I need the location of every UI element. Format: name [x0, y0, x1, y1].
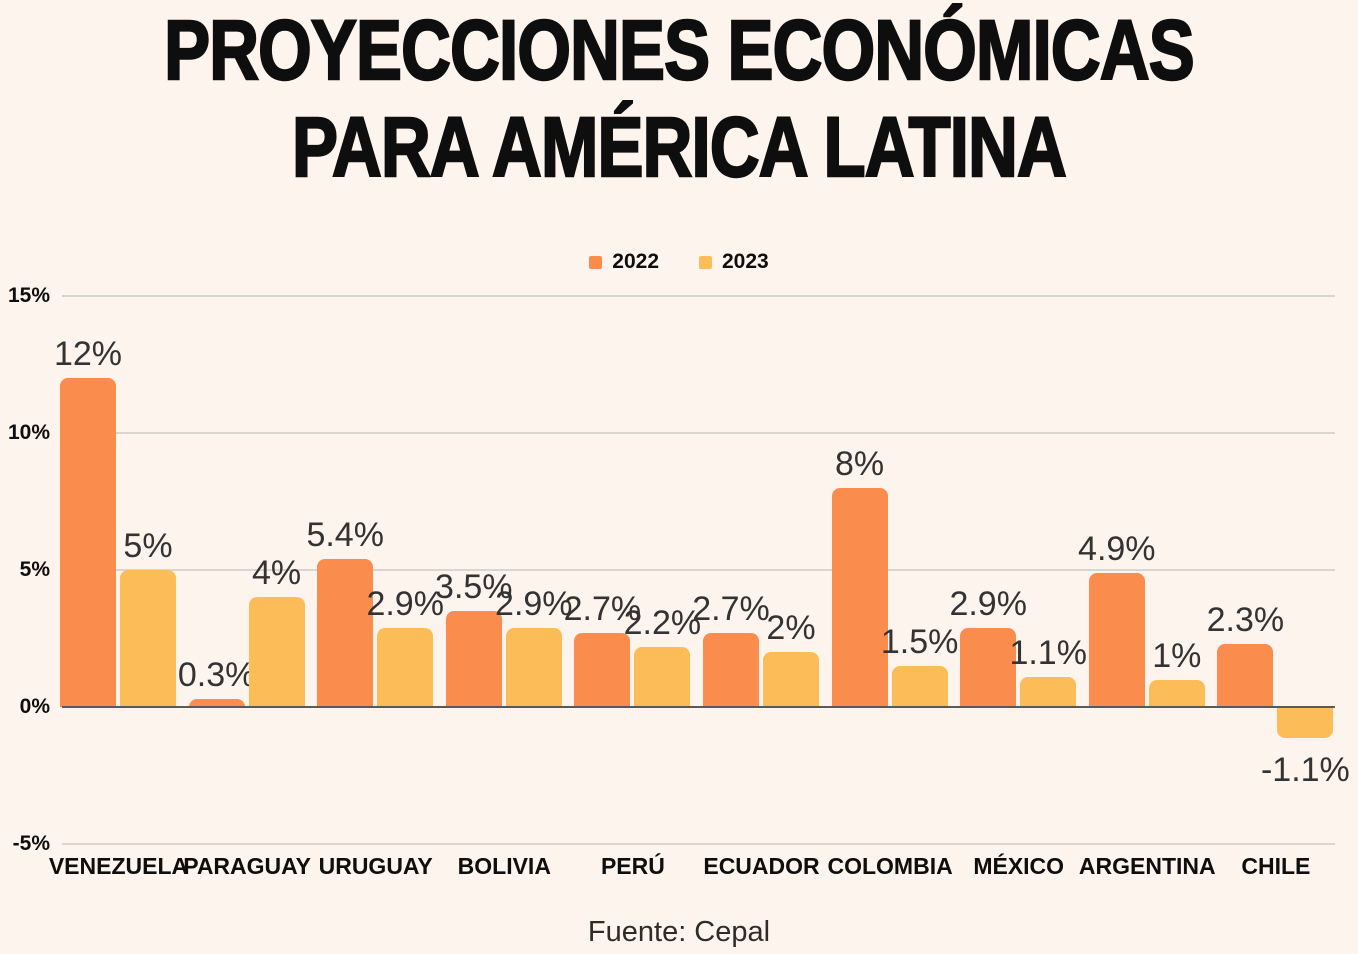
legend-label-2023: 2023: [722, 250, 769, 273]
y-tick-label: -5%: [12, 832, 50, 855]
x-category-label-venezuela: VENEZUELA: [48, 853, 189, 879]
page-title-line-1: PROYECCIONES ECONÓMICAS: [163, 2, 1196, 98]
x-category-label-ecuador: ECUADOR: [703, 853, 820, 879]
data-label-2022-colombia: 8%: [835, 444, 885, 483]
data-label-2023-peru: 2.2%: [623, 603, 702, 642]
data-label-2022-ecuador: 2.7%: [692, 590, 770, 629]
bar-2023-uruguay: [377, 627, 434, 707]
x-category-label-uruguay: URUGUAY: [318, 853, 433, 879]
legend-item-2022: 2022: [589, 250, 659, 274]
x-category-label-argentina: ARGENTINA: [1078, 853, 1216, 879]
y-gridline: [62, 295, 1335, 297]
bar-2022-paraguay: [188, 698, 245, 707]
page-title: PROYECCIONES ECONÓMICAS PARA AMÉRICA LAT…: [0, 2, 1358, 196]
source-caption: Fuente: Cepal: [587, 916, 771, 948]
data-label-2022-argentina: 4.9%: [1078, 529, 1156, 568]
bar-2023-paraguay: [248, 597, 305, 707]
bar-2022-bolivia: [445, 611, 502, 707]
bar-2023-peru: [634, 646, 691, 707]
chart-legend: 2022 2023: [0, 250, 1358, 274]
bar-2022-mexico: [960, 627, 1017, 707]
data-label-2023-chile: -1.1%: [1260, 751, 1350, 790]
bar-2023-mexico: [1020, 676, 1077, 707]
legend-label-2022: 2022: [612, 250, 659, 273]
y-tick-label: 10%: [7, 421, 50, 444]
y-tick-label: 5%: [19, 558, 50, 581]
data-label-2023-venezuela: 5%: [123, 527, 173, 565]
bar-2022-argentina: [1088, 572, 1145, 707]
y-gridline: [62, 432, 1335, 434]
bar-2023-ecuador: [763, 652, 819, 707]
data-label-2022-mexico: 2.9%: [949, 584, 1027, 623]
bar-2023-colombia: [891, 665, 948, 707]
legend-swatch-2023-icon: [699, 255, 712, 269]
y-gridline: [62, 843, 1335, 845]
x-category-label-mexico: MÉXICO: [973, 853, 1065, 879]
data-label-2023-ecuador: 2%: [766, 609, 816, 648]
data-label-2023-colombia: 1.5%: [880, 622, 959, 661]
data-label-2022-chile: 2.3%: [1206, 600, 1285, 639]
y-gridline: [62, 569, 1335, 571]
bar-2023-argentina: [1148, 679, 1205, 707]
data-label-2023-bolivia: 2.9%: [495, 584, 573, 623]
y-tick-label: 0%: [19, 695, 50, 718]
bar-2022-venezuela: [60, 378, 116, 707]
data-label-2022-paraguay: 0.3%: [177, 655, 256, 694]
x-axis-line: [62, 706, 1335, 708]
bar-2023-bolivia: [505, 627, 562, 707]
page-title-line-2: PARA AMÉRICA LATINA: [291, 99, 1068, 195]
bar-2022-peru: [574, 633, 631, 707]
data-label-2022-bolivia: 3.5%: [435, 568, 513, 607]
data-label-2023-paraguay: 4%: [252, 554, 302, 593]
legend-swatch-2022-icon: [589, 255, 603, 269]
data-label-2023-mexico: 1.1%: [1009, 633, 1087, 672]
data-label-2022-peru: 2.7%: [563, 590, 642, 629]
bar-2022-ecuador: [703, 633, 759, 707]
bar-2022-uruguay: [317, 559, 374, 707]
data-label-2022-uruguay: 5.4%: [306, 516, 384, 555]
data-label-2023-uruguay: 2.9%: [366, 584, 444, 623]
bar-2023-venezuela: [120, 570, 176, 707]
x-category-label-peru: PERÚ: [600, 853, 665, 879]
bar-2022-chile: [1217, 643, 1274, 707]
data-label-2023-argentina: 1%: [1152, 636, 1202, 675]
bar-2022-colombia: [831, 487, 888, 707]
x-category-label-paraguay: PARAGUAY: [183, 853, 311, 879]
x-category-label-colombia: COLOMBIA: [827, 853, 953, 879]
bar-2023-chile: [1277, 708, 1334, 739]
legend-item-2023: 2023: [699, 250, 769, 274]
y-tick-label: 15%: [7, 284, 50, 307]
data-label-2022-venezuela: 12%: [53, 335, 123, 374]
x-category-label-bolivia: BOLIVIA: [457, 853, 551, 879]
x-category-label-chile: CHILE: [1241, 853, 1311, 879]
